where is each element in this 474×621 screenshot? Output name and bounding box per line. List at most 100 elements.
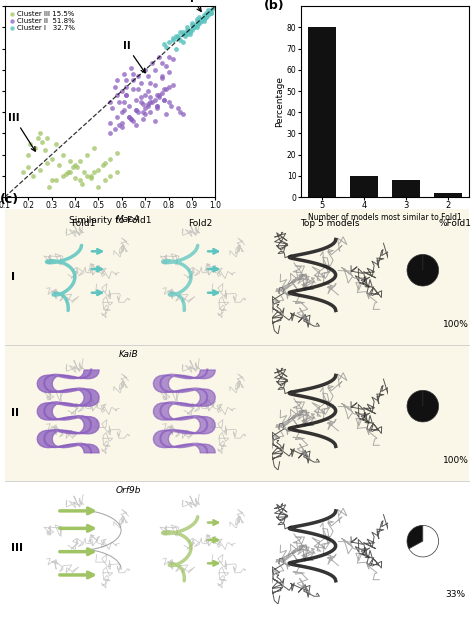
- Cluster II  51.8%: [155, 52, 163, 62]
- Y-axis label: Percentage: Percentage: [275, 76, 284, 127]
- Cluster II  51.8%: [106, 129, 114, 138]
- Cluster III 15.5%: [36, 165, 44, 175]
- Cluster II  51.8%: [123, 90, 130, 100]
- Cluster III 15.5%: [90, 166, 98, 176]
- Cluster II  51.8%: [151, 116, 158, 125]
- Cluster II  51.8%: [118, 107, 126, 117]
- Bar: [434, 193, 462, 197]
- Cluster II  51.8%: [165, 67, 173, 77]
- Cluster I   32.7%: [174, 31, 182, 41]
- Cluster III 15.5%: [38, 137, 46, 147]
- Cluster II  51.8%: [109, 103, 116, 113]
- Cluster II  51.8%: [132, 105, 140, 115]
- Cluster II  51.8%: [139, 107, 146, 117]
- Cluster I   32.7%: [179, 27, 186, 37]
- Text: III: III: [8, 113, 35, 151]
- Cluster II  51.8%: [120, 105, 128, 115]
- Cluster II  51.8%: [116, 97, 123, 107]
- Text: II: II: [123, 40, 145, 73]
- Cluster II  51.8%: [137, 93, 144, 102]
- Cluster I   32.7%: [207, 6, 215, 16]
- Cluster I   32.7%: [188, 18, 196, 28]
- Cluster II  51.8%: [113, 112, 121, 122]
- X-axis label: Number of models most similar to Fold1: Number of models most similar to Fold1: [308, 213, 462, 222]
- Cluster I   32.7%: [210, 3, 217, 13]
- Cluster II  51.8%: [165, 82, 173, 92]
- Cluster II  51.8%: [170, 54, 177, 64]
- Cluster I   32.7%: [176, 27, 184, 37]
- Legend: Cluster III 15.5%, Cluster II  51.8%, Cluster I   32.7%: Cluster III 15.5%, Cluster II 51.8%, Clu…: [8, 10, 76, 32]
- Cluster II  51.8%: [134, 107, 142, 117]
- Cluster I   32.7%: [176, 35, 184, 45]
- Cluster I   32.7%: [191, 20, 198, 30]
- Cluster II  51.8%: [179, 109, 186, 119]
- Cluster III 15.5%: [73, 163, 81, 173]
- Cluster II  51.8%: [153, 101, 161, 111]
- Cluster II  51.8%: [141, 90, 149, 100]
- Wedge shape: [407, 391, 438, 422]
- Cluster II  51.8%: [118, 118, 126, 128]
- Text: Fold1: Fold1: [72, 219, 96, 228]
- Cluster II  51.8%: [106, 118, 114, 128]
- Text: I: I: [190, 0, 201, 11]
- Cluster I   32.7%: [183, 25, 191, 35]
- Text: III: III: [11, 543, 23, 553]
- Cluster III 15.5%: [41, 145, 48, 155]
- Wedge shape: [407, 525, 423, 549]
- Cluster III 15.5%: [113, 166, 121, 176]
- Cluster I   32.7%: [172, 43, 179, 53]
- Cluster II  51.8%: [130, 76, 137, 86]
- Cluster II  51.8%: [123, 76, 130, 86]
- Cluster II  51.8%: [144, 86, 151, 96]
- Cluster III 15.5%: [43, 158, 51, 168]
- Cluster II  51.8%: [125, 101, 133, 111]
- Cluster II  51.8%: [141, 109, 149, 119]
- Cluster I   32.7%: [205, 10, 212, 20]
- Cluster II  51.8%: [158, 58, 165, 68]
- Text: (c): (c): [0, 193, 19, 206]
- Cluster III 15.5%: [106, 171, 114, 181]
- Cluster III 15.5%: [31, 143, 39, 153]
- Cluster II  51.8%: [165, 52, 173, 62]
- Cluster I   32.7%: [207, 7, 215, 17]
- Text: KaiB: KaiB: [118, 350, 138, 360]
- Bar: [392, 180, 419, 197]
- Cluster II  51.8%: [176, 107, 184, 117]
- Cluster I   32.7%: [186, 25, 193, 35]
- Cluster III 15.5%: [59, 171, 67, 181]
- Cluster III 15.5%: [88, 173, 95, 183]
- Cluster II  51.8%: [141, 103, 149, 113]
- Cluster II  51.8%: [132, 94, 140, 104]
- Text: MacA: MacA: [116, 214, 140, 224]
- Cluster III 15.5%: [95, 165, 102, 175]
- Cluster I   32.7%: [195, 18, 203, 28]
- Cluster III 15.5%: [71, 160, 79, 170]
- Cluster II  51.8%: [148, 97, 156, 107]
- Cluster III 15.5%: [66, 156, 74, 166]
- Cluster III 15.5%: [78, 179, 86, 189]
- Cluster II  51.8%: [144, 99, 151, 109]
- Cluster III 15.5%: [20, 166, 27, 176]
- Cluster I   32.7%: [207, 7, 215, 17]
- Cluster II  51.8%: [113, 76, 121, 86]
- Cluster III 15.5%: [83, 171, 91, 181]
- Cluster II  51.8%: [160, 94, 168, 104]
- Cluster III 15.5%: [48, 175, 55, 185]
- Cluster II  51.8%: [139, 99, 146, 109]
- Cluster I   32.7%: [183, 22, 191, 32]
- Cluster II  51.8%: [132, 120, 140, 130]
- Cluster III 15.5%: [24, 150, 32, 160]
- Cluster I   32.7%: [193, 22, 201, 32]
- Cluster II  51.8%: [153, 103, 161, 113]
- Text: Orf9b: Orf9b: [116, 486, 141, 496]
- Cluster III 15.5%: [43, 133, 51, 143]
- Cluster I   32.7%: [181, 29, 189, 39]
- Cluster III 15.5%: [81, 166, 88, 176]
- Cluster II  51.8%: [134, 71, 142, 81]
- Cluster II  51.8%: [170, 79, 177, 89]
- Cluster I   32.7%: [195, 12, 203, 22]
- Wedge shape: [409, 525, 438, 557]
- Cluster I   32.7%: [172, 31, 179, 41]
- Text: I: I: [11, 272, 15, 282]
- Cluster II  51.8%: [144, 71, 151, 81]
